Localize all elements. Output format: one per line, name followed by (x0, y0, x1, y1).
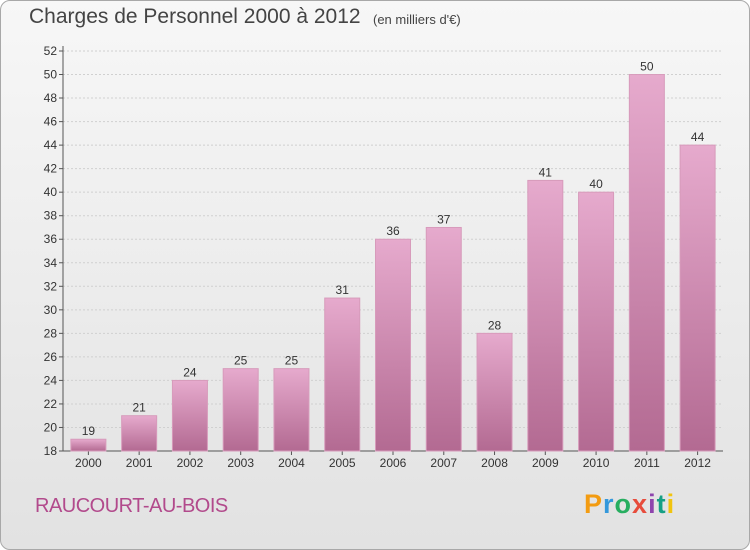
bar (324, 297, 361, 452)
data-label: 19 (82, 424, 96, 438)
data-label: 37 (437, 212, 451, 226)
y-tick-label: 50 (44, 68, 58, 82)
bar (375, 238, 411, 452)
y-tick-label: 18 (44, 444, 58, 458)
bar (679, 144, 716, 452)
data-label: 41 (539, 165, 553, 179)
data-label: 44 (691, 130, 705, 144)
bar (273, 368, 310, 452)
commune-name: RAUCOURT-AU-BOIS (35, 495, 228, 517)
data-label: 25 (234, 354, 248, 368)
x-tick-label: 2001 (126, 456, 153, 470)
bar (578, 191, 615, 452)
y-tick-label: 22 (44, 397, 58, 411)
proxiti-logo[interactable]: Proxiti (584, 489, 675, 520)
data-label: 50 (640, 60, 654, 74)
data-label: 36 (386, 224, 400, 238)
y-tick-label: 20 (44, 420, 58, 434)
axes: 18 20 22 24 26 28 30 32 34 36 38 40 42 44 46 48 50 52 (44, 44, 723, 458)
x-tick-label: 2002 (177, 456, 204, 470)
y-tick-label: 26 (44, 350, 58, 364)
bar (171, 379, 208, 452)
bar (476, 332, 513, 452)
data-label: 24 (183, 365, 197, 379)
logo-letter: t (656, 489, 667, 519)
y-tick-label: 44 (44, 138, 58, 152)
y-tick-label: 24 (44, 373, 58, 387)
data-label: 40 (589, 177, 603, 191)
y-tick-label: 34 (44, 256, 58, 270)
y-tick-label: 42 (44, 162, 58, 176)
y-tick-label: 32 (44, 279, 58, 293)
bar (121, 415, 158, 452)
x-tick-label: 2006 (380, 456, 407, 470)
data-label: 31 (336, 283, 350, 297)
bar (527, 179, 564, 452)
logo-letter: i (648, 489, 657, 519)
x-tick-label: 2009 (532, 456, 559, 470)
bars (70, 74, 716, 452)
logo-letter: r (603, 489, 615, 519)
bar (70, 438, 107, 452)
bar (628, 74, 665, 452)
y-tick-label: 40 (44, 185, 58, 199)
x-tick-label: 2010 (583, 456, 610, 470)
x-tick-label: 2012 (684, 456, 711, 470)
x-tick-label: 2011 (634, 456, 660, 470)
chart-title: Charges de Personnel 2000 à 2012 (29, 5, 361, 28)
y-tick-label: 36 (44, 232, 58, 246)
x-tick-label: 2003 (227, 456, 254, 470)
logo-letter: x (632, 489, 649, 519)
y-tick-label: 30 (44, 303, 58, 317)
data-label: 25 (285, 354, 299, 368)
y-tick-label: 46 (44, 115, 58, 129)
bar (425, 226, 462, 452)
data-label: 28 (488, 318, 502, 332)
x-tick-label: 2004 (278, 456, 305, 470)
data-label: 21 (132, 401, 146, 415)
y-tick-label: 28 (44, 326, 58, 340)
y-tick-label: 48 (44, 91, 58, 105)
x-tick-label: 2007 (430, 456, 457, 470)
y-tick-label: 38 (44, 209, 58, 223)
labels: 2000 19 2001 21 2002 24 2003 25 2004 25 2005 31 2006… (75, 60, 711, 470)
logo-letter: o (614, 489, 633, 519)
x-tick-label: 2005 (329, 456, 356, 470)
logo-letter: i (666, 489, 676, 519)
x-tick-label: 2000 (75, 456, 102, 470)
logo-letter: P (584, 489, 604, 519)
chart-unit: (en milliers d'€) (373, 12, 461, 27)
x-tick-label: 2008 (481, 456, 508, 470)
bar (222, 368, 259, 452)
y-tick-label: 52 (44, 44, 58, 58)
